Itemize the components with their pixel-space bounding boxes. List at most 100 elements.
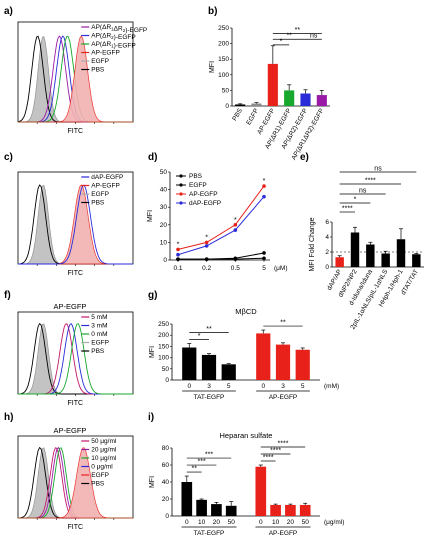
panel-label-i: i) — [148, 412, 154, 423]
significance-label: * — [280, 38, 283, 45]
y-tick-label: 250 — [218, 25, 229, 32]
x-tick-label: PBS — [231, 107, 244, 122]
bar — [295, 349, 310, 380]
legend-label: EGFP — [91, 340, 109, 347]
x-axis-label: FITC — [68, 270, 84, 277]
legend-label: PBS — [91, 200, 105, 207]
y-tick-label: 30 — [160, 204, 168, 211]
x-tick-label: 10 — [198, 519, 206, 526]
x-tick-label: 3 — [281, 383, 285, 390]
bar — [181, 482, 193, 516]
x-tick-label: 50 — [228, 519, 236, 526]
panel-label-f: f) — [4, 290, 11, 301]
legend-marker — [179, 201, 183, 205]
bar — [316, 95, 327, 106]
histogram-curve-filled — [18, 447, 133, 519]
legend-label: dAP-EGFP — [91, 174, 123, 181]
y-tick-label: 0 — [165, 377, 169, 384]
significance-label: ** — [191, 466, 197, 473]
data-point — [262, 251, 266, 255]
x-tick-label: 0 — [259, 519, 263, 526]
data-point — [176, 257, 180, 261]
x-tick-label: 0.5 — [231, 265, 240, 272]
data-point — [262, 184, 266, 188]
y-axis-label: MFI — [149, 476, 156, 488]
bar — [285, 504, 296, 516]
y-tick-label: 250 — [158, 321, 169, 328]
significance-label: ** — [280, 320, 286, 327]
y-tick-label: 0 — [163, 257, 167, 264]
panel-label-g: g) — [148, 290, 157, 301]
legend-label: dAP-EGFP — [189, 200, 221, 207]
significance-label: **** — [278, 441, 289, 448]
bar — [251, 103, 262, 106]
bar — [396, 239, 406, 267]
group-label: TAT-EGFP — [194, 530, 225, 537]
bar — [299, 504, 311, 516]
histogram-curve — [18, 323, 133, 395]
legend-label: 5 mM — [91, 314, 107, 321]
chart-title: MβCD — [235, 307, 257, 316]
y-axis-label: MFI Fold Change — [309, 217, 316, 271]
histogram-title: AP-EGFP — [54, 302, 87, 311]
bar — [275, 344, 291, 380]
legend-label: AP(ΔR1)-EGFP — [91, 41, 135, 50]
y-tick-label: 40 — [162, 479, 170, 486]
significance-label: ns — [310, 33, 318, 40]
bar — [350, 232, 360, 267]
histogram-curve-filled — [18, 35, 133, 123]
legend-label: EGFP — [189, 182, 207, 189]
bar — [196, 499, 207, 516]
significance-label: **** — [342, 206, 353, 213]
legend-label: PBS — [91, 481, 105, 488]
significance-label: **** — [270, 448, 281, 455]
significance-label: *** — [198, 459, 206, 466]
legend-label: AP-EGFP — [91, 183, 120, 190]
line-chart-d: 0 10 20 30 40 50 MFI 0.1 0.2 0.5 5 (μM) PBS EGFP AP-EG… — [147, 169, 288, 272]
significance-label: * — [354, 197, 357, 204]
legend-label: AP(ΔR2)-EGFP — [91, 33, 135, 42]
x-tick-label: 0 — [261, 383, 265, 390]
y-tick-label: 20 — [160, 222, 168, 229]
series-line — [178, 252, 265, 260]
bar — [270, 504, 281, 516]
legend-label: PBS — [91, 348, 105, 355]
legend-label: EGFP — [91, 58, 109, 65]
panel-label-c: c) — [4, 152, 13, 163]
x-tick-label: 50 — [302, 519, 310, 526]
y-tick-label: 100 — [218, 72, 229, 79]
x-axis-label: FITC — [68, 524, 84, 531]
significance-label: * — [205, 234, 208, 241]
x-tick-label: 3 — [207, 383, 211, 390]
legend-label: 20 μg/ml — [91, 447, 117, 454]
legend-label: PBS — [91, 67, 105, 74]
bar — [256, 333, 271, 380]
legend-label: 0 μg/ml — [91, 464, 113, 471]
y-tick-label: 50 — [222, 87, 230, 94]
data-point — [176, 252, 180, 257]
legend-label: AP-EGFP — [91, 50, 120, 57]
x-tick-label: 0 — [185, 519, 189, 526]
x-tick-label: EGFP — [245, 108, 260, 127]
y-tick-label: 40 — [160, 187, 168, 194]
data-point — [233, 228, 238, 232]
data-point — [176, 247, 180, 252]
significance-label: *** — [205, 452, 213, 459]
x-tick-label: 5 — [262, 265, 266, 272]
bar — [284, 90, 295, 106]
bar — [267, 63, 278, 106]
bar — [412, 254, 421, 267]
y-tick-label: 20 — [162, 496, 170, 503]
legend-label: 50 μg/ml — [91, 438, 117, 445]
y-tick-label: 0 — [225, 103, 229, 110]
group-label: TAT-EGFP — [194, 394, 225, 401]
significance-label: * — [263, 178, 266, 185]
panel-label-d: d) — [148, 152, 157, 163]
data-point — [262, 256, 266, 261]
y-tick-label: 50 — [162, 366, 170, 373]
bar — [201, 354, 217, 380]
